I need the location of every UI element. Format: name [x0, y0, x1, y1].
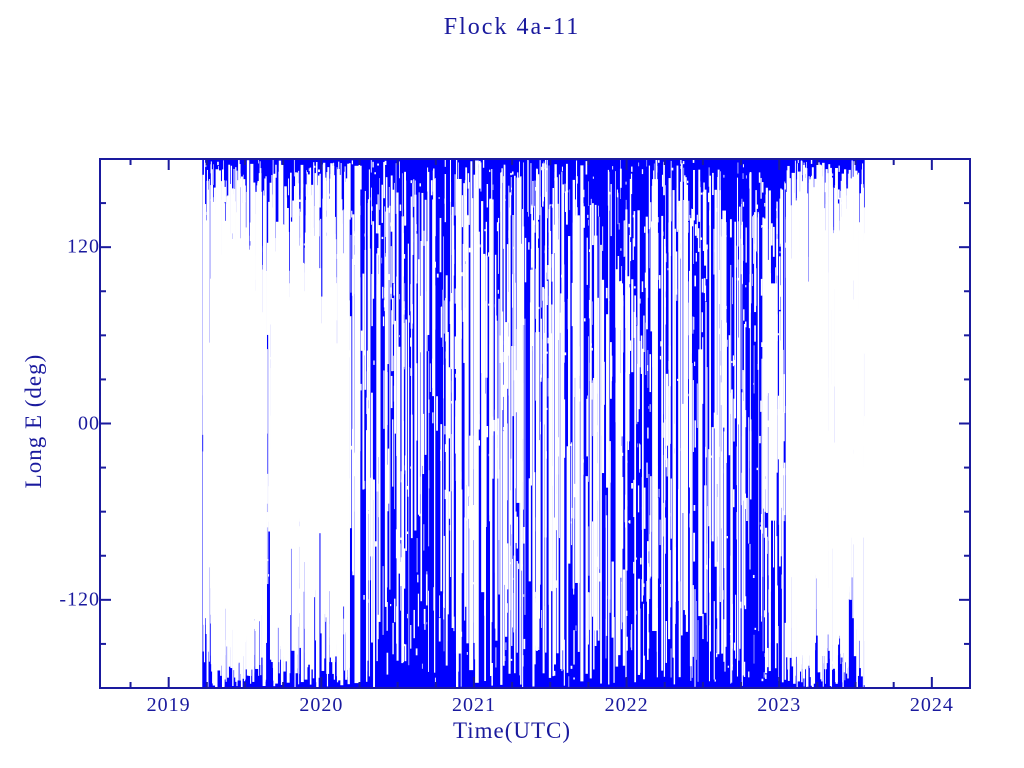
tick-marks [100, 159, 970, 688]
x-tick-label: 2021 [451, 694, 496, 716]
x-axis-title: Time(UTC) [452, 718, 572, 743]
y-tick-label: -120 [59, 588, 100, 611]
chart-title: Flock 4a-11 [443, 14, 581, 40]
data-series-flock-4a-11 [202, 159, 868, 688]
y-tick-label: 00 [78, 412, 100, 434]
x-tick-label: 2024 [909, 694, 954, 716]
x-tick-label: 2019 [146, 694, 191, 716]
y-tick-label: 120 [67, 235, 100, 258]
x-tick-label: 2022 [604, 694, 649, 716]
x-tick-label: 2020 [299, 694, 344, 716]
x-tick-label: 2023 [757, 694, 802, 716]
